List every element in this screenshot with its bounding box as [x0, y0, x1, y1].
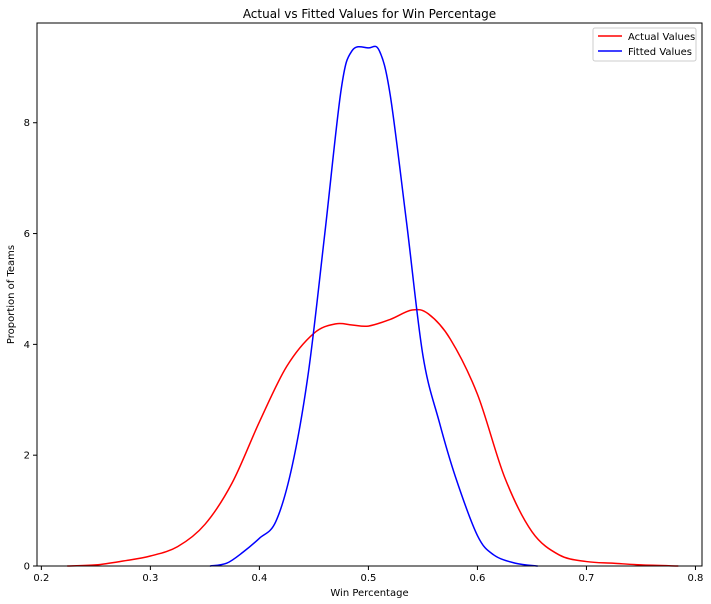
y-tick-label: 8: [24, 118, 30, 129]
x-tick-label: 0.5: [360, 573, 376, 584]
y-axis: 0 2 4 6 8: [24, 118, 37, 573]
x-tick-label: 0.8: [688, 573, 704, 584]
x-tick-label: 0.3: [142, 573, 158, 584]
legend-label-fitted: Fitted Values: [628, 47, 692, 58]
y-tick-label: 4: [24, 340, 30, 351]
x-axis: 0.2 0.3 0.4 0.5 0.6 0.7 0.8: [33, 566, 703, 584]
x-tick-label: 0.4: [251, 573, 267, 584]
x-tick-label: 0.2: [33, 573, 49, 584]
y-tick-label: 2: [24, 451, 30, 462]
y-axis-label: Proportion of Teams: [6, 245, 17, 344]
series-line-fitted: [209, 45, 539, 567]
x-axis-label: Win Percentage: [330, 588, 408, 599]
legend-label-actual: Actual Values: [628, 32, 695, 43]
y-tick-label: 6: [24, 229, 30, 240]
series-line-actual: [66, 308, 679, 567]
x-tick-label: 0.7: [578, 573, 594, 584]
legend: Actual Values Fitted Values: [592, 27, 697, 62]
series-layer: [66, 45, 679, 567]
chart-title: Actual vs Fitted Values for Win Percenta…: [243, 7, 496, 21]
y-tick-label: 0: [24, 562, 30, 573]
x-tick-label: 0.6: [469, 573, 485, 584]
plot-frame: [36, 22, 703, 567]
